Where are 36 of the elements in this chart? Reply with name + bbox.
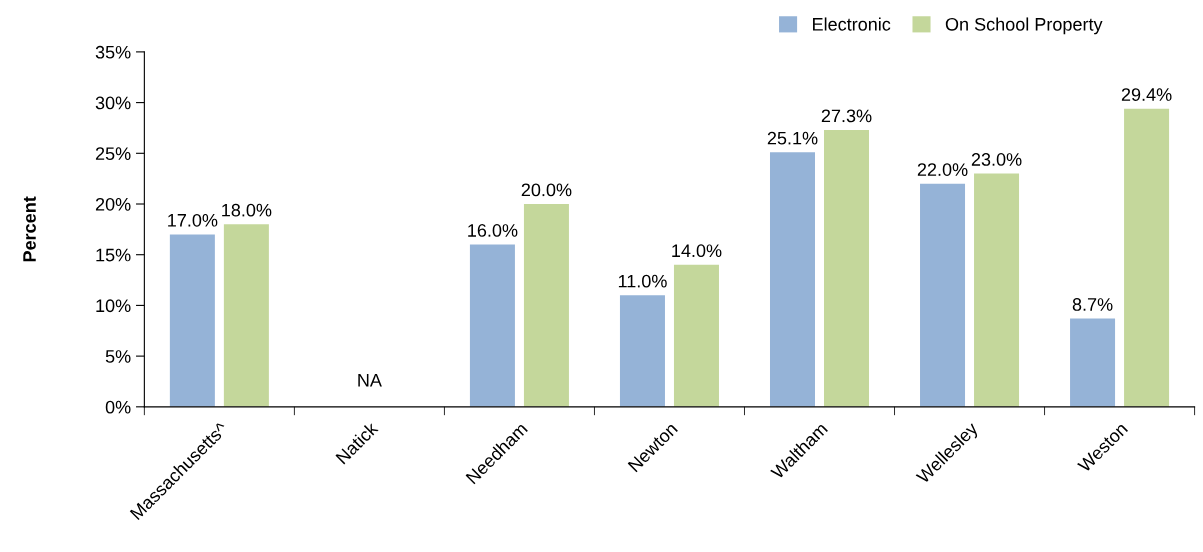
bar	[769, 152, 815, 407]
data-label: 18.0%	[222, 203, 272, 217]
y-tick-label: 5%	[105, 350, 131, 363]
bar	[824, 129, 870, 407]
y-tick-label: 0%	[105, 400, 131, 414]
data-label: 22.0%	[917, 163, 968, 176]
bar	[223, 224, 269, 407]
data-label: 23.0%	[971, 153, 1022, 166]
y-tick-label: 25%	[95, 147, 131, 161]
legend-label: Electronic	[813, 17, 891, 31]
data-label: 27.3%	[821, 109, 872, 123]
legend-label: On School Property	[945, 17, 1103, 35]
bar	[169, 234, 215, 407]
bar	[469, 244, 515, 407]
data-label: 8.7%	[1072, 298, 1113, 311]
bar	[920, 183, 966, 407]
y-axis-title: Percent	[23, 196, 36, 262]
y-tick-label: 35%	[95, 45, 131, 59]
data-label: 14.0%	[672, 244, 722, 258]
bar	[1070, 318, 1116, 407]
bar	[619, 295, 665, 407]
data-label: 16.0%	[468, 224, 518, 237]
bar	[523, 204, 569, 407]
y-tick-label: 30%	[95, 96, 131, 110]
data-label: 17.0%	[168, 213, 218, 227]
bar	[673, 264, 719, 407]
y-tick-label: 10%	[96, 299, 131, 313]
y-tick-label: 20%	[95, 197, 131, 211]
bar	[1124, 108, 1170, 407]
bar	[974, 173, 1020, 407]
data-label: 20.0%	[521, 183, 572, 197]
y-tick-label: 15%	[96, 248, 131, 262]
data-label: 11.0%	[618, 274, 667, 288]
data-label: 29.4%	[1121, 88, 1172, 101]
annotation: NA	[358, 373, 382, 387]
data-label: 25.1%	[767, 131, 818, 145]
